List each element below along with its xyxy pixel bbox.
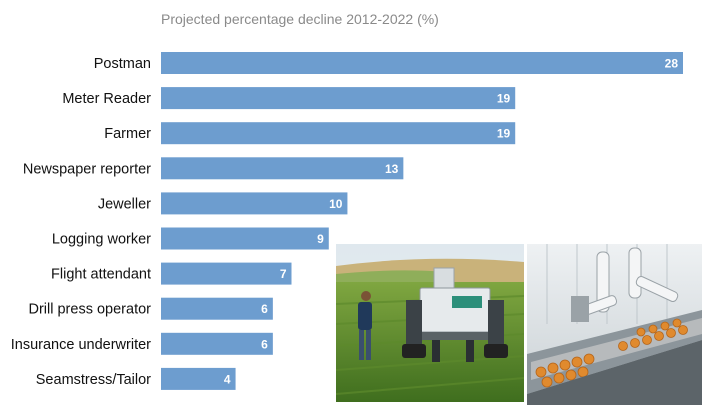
bar bbox=[161, 52, 683, 74]
category-label: Newspaper reporter bbox=[23, 161, 151, 177]
factory-robot-arm-photo bbox=[527, 244, 702, 405]
bar bbox=[161, 87, 516, 110]
category-label: Postman bbox=[94, 56, 151, 72]
value-labels: 28 19 19 13 10 9 7 6 6 4 bbox=[224, 57, 678, 387]
bar bbox=[161, 157, 404, 180]
bars-layer bbox=[161, 52, 683, 390]
category-label: Jeweller bbox=[98, 196, 151, 212]
category-label: Seamstress/Tailor bbox=[36, 372, 151, 388]
value-label: 19 bbox=[497, 92, 511, 106]
bar bbox=[161, 192, 348, 215]
bar bbox=[161, 297, 273, 320]
category-label: Farmer bbox=[104, 126, 151, 142]
value-label: 4 bbox=[224, 372, 231, 386]
bar bbox=[161, 227, 329, 250]
value-label: 6 bbox=[261, 302, 268, 316]
category-label: Flight attendant bbox=[51, 267, 151, 283]
value-label: 13 bbox=[385, 162, 399, 176]
value-label: 28 bbox=[665, 57, 679, 71]
category-label: Insurance underwriter bbox=[11, 337, 151, 353]
farm-robot-photo bbox=[336, 244, 524, 402]
bar bbox=[161, 332, 273, 355]
category-label: Logging worker bbox=[52, 232, 151, 248]
bar bbox=[161, 262, 292, 285]
chart-title: Projected percentage decline 2012-2022 (… bbox=[161, 11, 439, 27]
category-label: Meter Reader bbox=[62, 91, 151, 107]
value-label: 9 bbox=[317, 232, 324, 246]
bar bbox=[161, 122, 516, 145]
value-label: 19 bbox=[497, 127, 511, 141]
value-label: 7 bbox=[280, 267, 287, 281]
value-label: 6 bbox=[261, 337, 268, 351]
category-labels: Postman Meter Reader Farmer Newspaper repor… bbox=[11, 56, 151, 388]
value-label: 10 bbox=[329, 197, 343, 211]
bar bbox=[161, 367, 236, 390]
category-label: Drill press operator bbox=[29, 302, 152, 318]
